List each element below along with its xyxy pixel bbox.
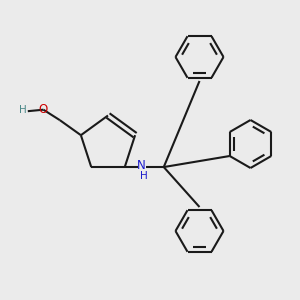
Text: H: H <box>140 171 148 181</box>
Text: N: N <box>137 159 146 172</box>
Text: O: O <box>39 103 48 116</box>
Text: H: H <box>19 105 26 115</box>
